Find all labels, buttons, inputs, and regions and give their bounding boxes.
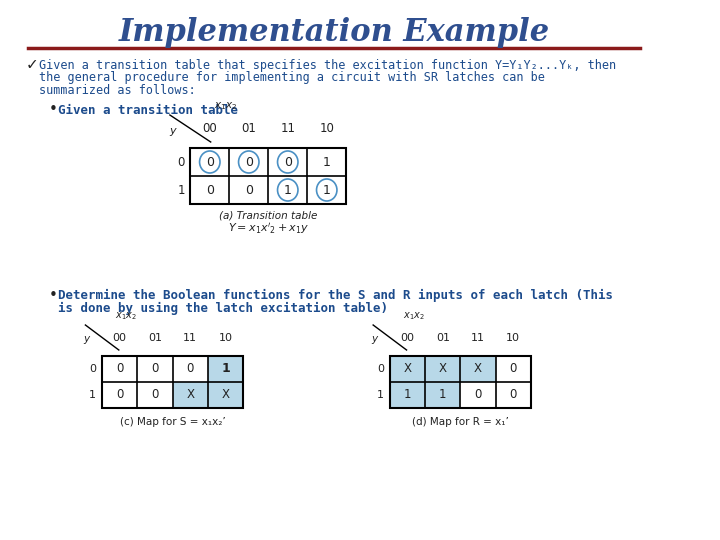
Text: 1: 1 — [89, 390, 96, 400]
Bar — [425, 382, 460, 408]
Bar — [208, 356, 243, 382]
Text: (c) Map for S = x₁x₂’: (c) Map for S = x₁x₂’ — [120, 417, 225, 427]
Bar — [460, 356, 495, 382]
Text: Given a transition table that specifies the excitation function Y=Y₁Y₂...Yₖ, the: Given a transition table that specifies … — [39, 58, 616, 71]
Bar — [390, 382, 425, 408]
Text: 10: 10 — [219, 333, 233, 343]
Text: $x_1x_2$: $x_1x_2$ — [115, 310, 137, 322]
Text: 10: 10 — [506, 333, 521, 343]
Text: X: X — [186, 388, 194, 402]
Text: $y$: $y$ — [169, 126, 178, 138]
Text: the general procedure for implementing a circuit with SR latches can be: the general procedure for implementing a… — [39, 71, 545, 84]
Text: (a) Transition table: (a) Transition table — [219, 211, 318, 221]
Text: 1: 1 — [177, 184, 185, 197]
Text: 0: 0 — [510, 362, 517, 375]
Text: X: X — [403, 362, 412, 375]
Bar — [173, 382, 208, 408]
Text: •: • — [48, 287, 57, 302]
Text: (d) Map for R = x₁’: (d) Map for R = x₁’ — [412, 417, 509, 427]
Text: 0: 0 — [377, 364, 384, 374]
Bar — [208, 382, 243, 408]
Text: 0: 0 — [177, 156, 185, 168]
Bar — [102, 356, 243, 408]
Text: 0: 0 — [245, 156, 253, 168]
Text: 10: 10 — [319, 122, 334, 134]
Text: $y$: $y$ — [83, 334, 91, 346]
Text: ✓: ✓ — [26, 57, 39, 72]
Text: X: X — [222, 388, 230, 402]
Text: 01: 01 — [241, 122, 256, 134]
Text: •: • — [48, 103, 57, 118]
Text: Given a transition table: Given a transition table — [58, 104, 238, 117]
Text: 1: 1 — [284, 184, 292, 197]
Text: X: X — [474, 362, 482, 375]
Text: 0: 0 — [151, 388, 158, 402]
Text: 1: 1 — [323, 184, 330, 197]
Text: 0: 0 — [89, 364, 96, 374]
Text: X: X — [438, 362, 447, 375]
Text: 1: 1 — [377, 390, 384, 400]
Text: 0: 0 — [206, 184, 214, 197]
Text: 00: 00 — [400, 333, 415, 343]
Text: 0: 0 — [116, 388, 123, 402]
Text: 1: 1 — [404, 388, 411, 402]
Text: 11: 11 — [280, 122, 295, 134]
Text: 01: 01 — [148, 333, 162, 343]
Text: $y$: $y$ — [371, 334, 379, 346]
Text: 01: 01 — [436, 333, 450, 343]
Text: $Y = x_1x'_2 + x_1y$: $Y = x_1x'_2 + x_1y$ — [228, 220, 309, 235]
Text: 0: 0 — [245, 184, 253, 197]
Bar — [190, 148, 346, 204]
Text: 0: 0 — [186, 362, 194, 375]
Text: 0: 0 — [510, 388, 517, 402]
Bar — [390, 356, 531, 408]
Text: 0: 0 — [284, 156, 292, 168]
Text: 0: 0 — [151, 362, 158, 375]
Bar — [425, 356, 460, 382]
Text: $x_1x_2$: $x_1x_2$ — [403, 310, 425, 322]
Bar — [390, 356, 425, 382]
Text: summarized as follows:: summarized as follows: — [39, 84, 196, 98]
Text: 11: 11 — [184, 333, 197, 343]
Text: is done by using the latch excitation table): is done by using the latch excitation ta… — [58, 301, 387, 314]
Text: $x_1x_2$: $x_1x_2$ — [215, 100, 238, 112]
Text: 1: 1 — [323, 156, 330, 168]
Text: Implementation Example: Implementation Example — [119, 17, 550, 48]
Text: 0: 0 — [116, 362, 123, 375]
Text: 11: 11 — [471, 333, 485, 343]
Text: 00: 00 — [202, 122, 217, 134]
Text: 0: 0 — [206, 156, 214, 168]
Text: 1: 1 — [221, 362, 230, 375]
Text: 00: 00 — [113, 333, 127, 343]
Text: 0: 0 — [474, 388, 482, 402]
Text: Determine the Boolean functions for the S and R inputs of each latch (This: Determine the Boolean functions for the … — [58, 288, 613, 301]
Text: 1: 1 — [439, 388, 446, 402]
